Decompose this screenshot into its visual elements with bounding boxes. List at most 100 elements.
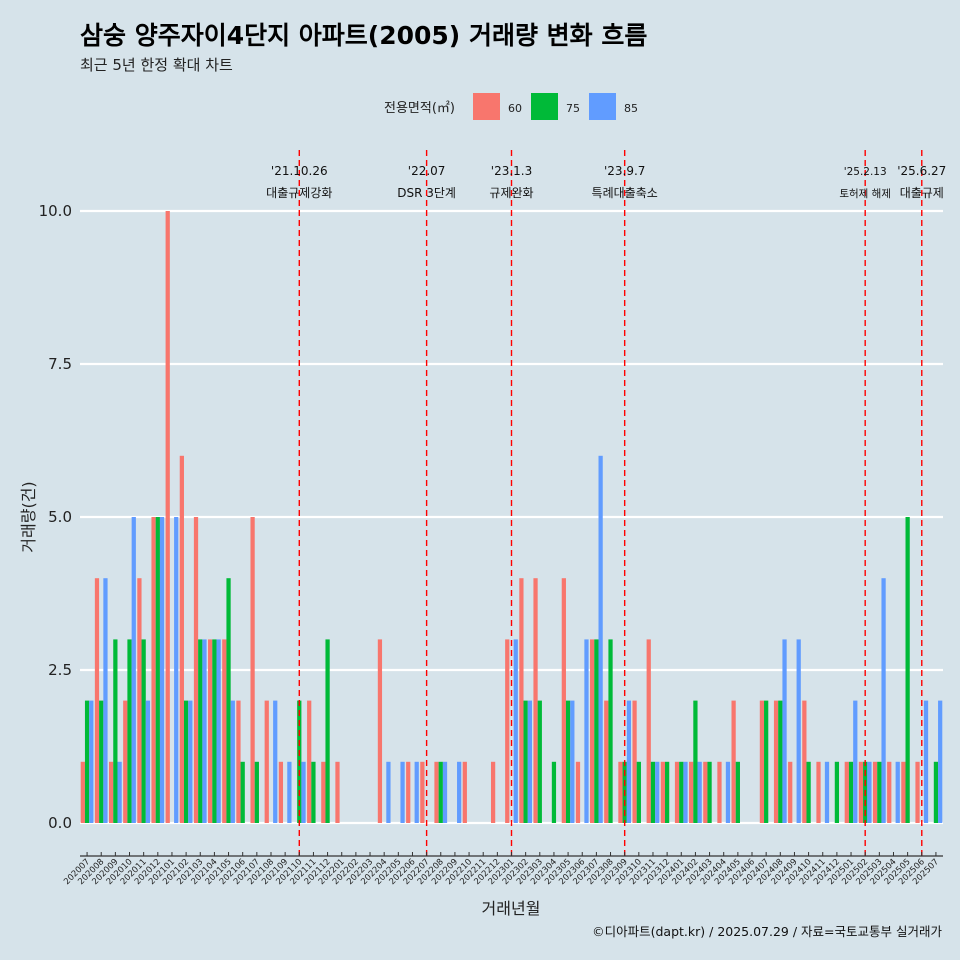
bar-60-202104 — [208, 639, 213, 823]
bar-75-202304 — [551, 761, 557, 823]
bar-75-202308 — [608, 639, 613, 823]
bar-60-202206 — [406, 761, 411, 823]
bar-75-202408 — [778, 700, 783, 823]
event-date: '25.2.13 — [844, 166, 887, 178]
bar-85-202305 — [570, 700, 575, 823]
bar-60-202105 — [222, 639, 227, 823]
y-tick-label: 5.0 — [48, 508, 72, 526]
bar-85-202101 — [174, 517, 179, 823]
bar-85-202104 — [216, 639, 221, 823]
bar-60-202106 — [236, 700, 241, 823]
bar-60-202210 — [462, 761, 467, 823]
bar-85-202209 — [457, 761, 462, 823]
chart-title: 삼숭 양주자이4단지 아파트(2005) 거래량 변화 흐름 — [80, 21, 647, 50]
bar-60-202109 — [278, 761, 284, 823]
bar-75-202403 — [707, 761, 712, 823]
bar-75-202311 — [650, 761, 656, 823]
event-date: '23.9.7 — [604, 164, 645, 178]
bar-60-202505 — [901, 761, 906, 823]
bar-75-202107 — [254, 761, 259, 823]
bar-60-202502 — [858, 761, 864, 823]
bar-75-202103 — [198, 639, 203, 823]
legend-title: 전용면적(㎡) — [384, 101, 455, 116]
bar-85-202409 — [796, 639, 801, 823]
bar-75-202505 — [905, 517, 910, 823]
y-axis: 0.0 2.5 5.0 7.5 10.0 — [39, 202, 72, 832]
bar-60-202309 — [618, 761, 623, 823]
bar-60-202312 — [660, 761, 666, 823]
y-tick-label: 2.5 — [48, 661, 72, 679]
bar-85-202411 — [824, 761, 830, 823]
bar-60-202306 — [575, 761, 581, 823]
bar-75-202405 — [735, 761, 740, 823]
bar-85-202012 — [159, 517, 165, 823]
bar-85-202408 — [782, 639, 787, 823]
bar-60-202404 — [717, 761, 722, 823]
bar-85-202205 — [400, 761, 405, 823]
bar-85-202504 — [895, 761, 900, 823]
bar-60-202409 — [788, 761, 793, 823]
bar-60-202108 — [264, 700, 269, 823]
bar-75-202208 — [438, 761, 443, 823]
bar-75-202012 — [155, 517, 160, 823]
event-label: 대출규제강화 — [266, 186, 332, 200]
bar-75-202507 — [933, 761, 939, 823]
bar-75-202105 — [226, 578, 231, 823]
bar-85-202204 — [386, 761, 391, 823]
bar-85-202503 — [881, 578, 886, 823]
bar-60-202504 — [887, 761, 892, 823]
bar-60-202303 — [533, 578, 538, 823]
bar-75-202402 — [693, 700, 698, 823]
legend-label-85: 85 — [624, 102, 638, 115]
bar-75-202303 — [537, 700, 542, 823]
bar-75-202302 — [523, 700, 528, 823]
bar-75-202305 — [565, 700, 571, 823]
bar-85-202404 — [725, 761, 731, 823]
event-date: '22.07 — [408, 164, 446, 178]
bar-60-202308 — [604, 700, 609, 823]
bar-60-202407 — [759, 700, 765, 823]
bar-85-202103 — [202, 639, 207, 823]
bar-60-202201 — [335, 761, 340, 823]
bar-75-202009 — [113, 639, 118, 823]
bar-85-202402 — [697, 761, 702, 823]
x-axis-label: 거래년월 — [482, 899, 541, 918]
bar-85-202011 — [145, 700, 151, 823]
event-lines: '21.10.26 대출규제강화 '22.07 DSR 3단계 '23.1.3 규제완화 '… — [266, 150, 946, 856]
bar-75-202112 — [325, 639, 330, 823]
bar-60-202007 — [80, 761, 85, 823]
bar-85-202311 — [655, 761, 660, 823]
event-label: 토허제 해제 — [839, 187, 891, 200]
x-axis: 2020072020082020092020102020112020122021… — [62, 852, 943, 887]
bar-60-202307 — [590, 639, 595, 823]
bar-60-202302 — [519, 578, 524, 823]
bar-85-202110 — [301, 761, 306, 823]
bar-60-202207 — [420, 761, 425, 823]
legend-label-75: 75 — [566, 102, 580, 115]
bar-85-202206 — [414, 761, 419, 823]
bar-75-202102 — [183, 700, 189, 823]
bar-85-202007 — [89, 700, 94, 823]
bar-85-202506 — [923, 700, 929, 823]
legend-label-60: 60 — [508, 102, 522, 115]
bar-75-202008 — [99, 700, 104, 823]
bar-60-202405 — [731, 700, 736, 823]
bar-60-202506 — [915, 761, 920, 823]
bar-60-202501 — [844, 761, 849, 823]
bar-85-202102 — [188, 700, 193, 823]
bar-85-202501 — [853, 700, 858, 823]
bar-85-202306 — [584, 639, 589, 823]
bar-60-202402 — [689, 761, 694, 823]
bar-75-202104 — [212, 639, 217, 823]
bar-60-202112 — [321, 761, 326, 823]
legend-swatch-75 — [531, 93, 558, 120]
bar-60-202009 — [109, 761, 114, 823]
bar-60-202410 — [802, 700, 807, 823]
event-date: '21.10.26 — [271, 164, 328, 178]
bar-85-202208 — [442, 761, 448, 823]
bar-60-202212 — [490, 761, 496, 823]
bars — [80, 211, 943, 823]
bar-75-202310 — [636, 761, 641, 823]
bar-60-202408 — [773, 700, 779, 823]
